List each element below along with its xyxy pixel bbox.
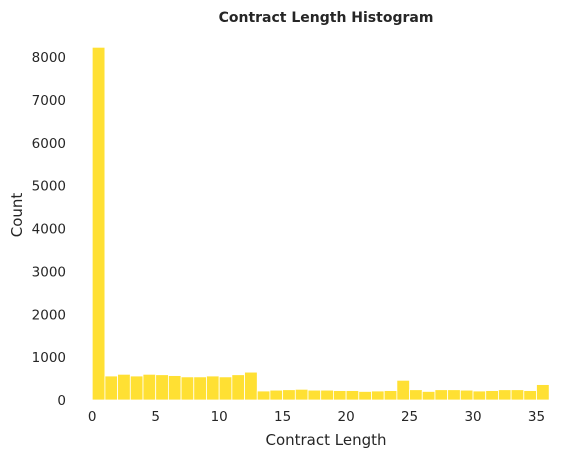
x-tick-labels: 0 5 10 15 20 25 30 35	[88, 409, 545, 425]
histogram-bar	[434, 389, 449, 401]
y-tick-labels: 0 1000 2000 3000 4000 5000 6000 7000 8000	[32, 50, 66, 409]
histogram-bar	[244, 371, 258, 401]
histogram-bar	[167, 375, 182, 401]
histogram-bar	[307, 389, 322, 401]
chart-title: Contract Length Histogram	[219, 10, 434, 26]
histogram-bar	[345, 390, 360, 401]
histogram-bar	[358, 391, 372, 401]
histogram-bar	[383, 390, 398, 401]
histogram-bar	[447, 389, 461, 401]
y-axis-label: Count	[8, 193, 26, 238]
histogram-bar	[536, 384, 550, 401]
x-tick-label: 0	[88, 409, 97, 425]
y-tick-label: 6000	[32, 136, 66, 152]
histogram-bar	[142, 373, 157, 401]
histogram-bar	[294, 388, 309, 401]
y-tick-label: 8000	[32, 50, 66, 66]
histogram-bar	[231, 374, 245, 401]
y-tick-label: 3000	[32, 264, 66, 280]
histogram-bar	[510, 389, 525, 401]
y-tick-label: 5000	[32, 179, 66, 195]
histogram-bar	[269, 389, 284, 401]
histogram-bar	[523, 390, 537, 401]
histogram-bar	[409, 389, 423, 401]
histogram-bar	[193, 376, 207, 401]
x-tick-label: 25	[401, 409, 418, 425]
histogram-bar	[104, 375, 119, 401]
y-tick-label: 7000	[32, 93, 66, 109]
histogram-bar	[485, 390, 499, 401]
x-tick-label: 15	[274, 409, 291, 425]
histogram-bar	[155, 374, 169, 401]
y-tick-label: 4000	[32, 222, 66, 238]
histogram-bar	[282, 389, 296, 401]
histogram-bar	[421, 391, 436, 401]
histogram-bar	[206, 375, 220, 401]
y-tick-label: 0	[57, 393, 66, 409]
x-tick-label: 35	[528, 409, 545, 425]
bars-group	[91, 46, 550, 401]
x-tick-label: 30	[464, 409, 481, 425]
histogram-bar	[333, 390, 347, 401]
histogram-bar	[91, 46, 106, 401]
histogram-bar	[472, 390, 487, 401]
x-tick-label: 10	[211, 409, 228, 425]
histogram-bar	[180, 376, 195, 401]
x-axis-label: Contract Length	[265, 431, 386, 449]
y-tick-label: 1000	[32, 350, 66, 366]
histogram-bar	[129, 375, 144, 401]
histogram-bar	[371, 390, 385, 401]
histogram-bar	[396, 379, 410, 401]
y-tick-label: 2000	[32, 307, 66, 323]
histogram-bar	[117, 373, 131, 401]
x-tick-label: 5	[151, 409, 160, 425]
histogram-bar	[459, 389, 474, 401]
histogram-bar	[320, 389, 334, 401]
histogram-bar	[256, 390, 271, 401]
histogram-bar	[498, 389, 512, 401]
x-tick-label: 20	[338, 409, 355, 425]
histogram-bar	[218, 376, 233, 401]
